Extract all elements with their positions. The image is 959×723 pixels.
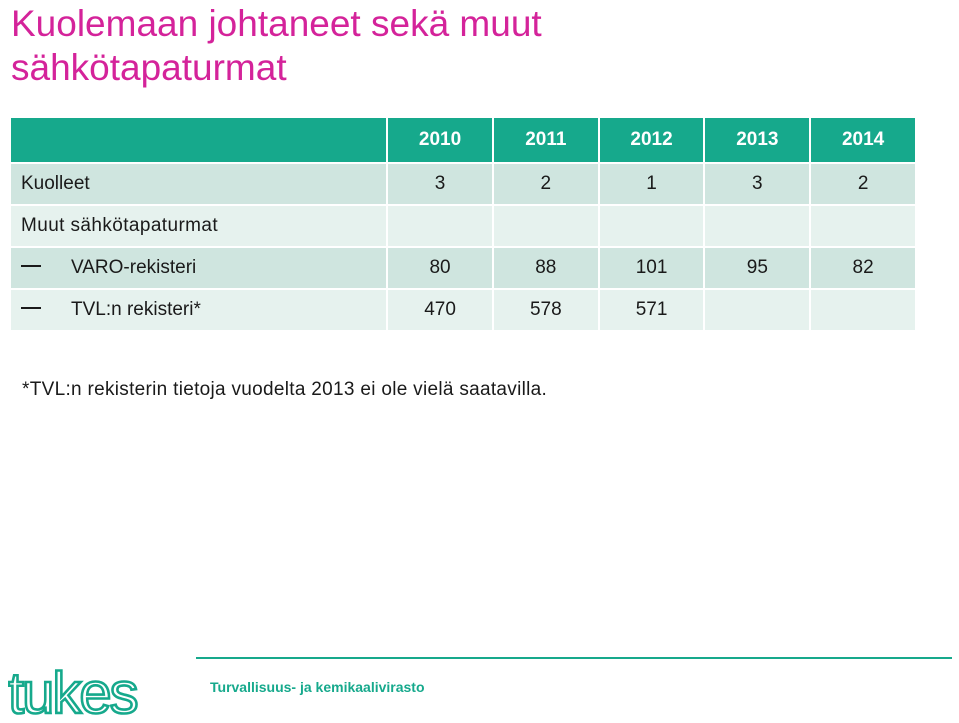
table-cell: 3 (703, 164, 810, 206)
table-cell: 470 (386, 290, 492, 332)
accident-table: 2010 2011 2012 2013 2014 Kuolleet 3 2 1 … (11, 118, 915, 332)
row-label-cell: VARO-rekisteri (11, 248, 387, 290)
tukes-logo: tukes (8, 667, 140, 719)
table-cell (703, 290, 810, 332)
table-cell (386, 206, 492, 248)
header-year-2010: 2010 (386, 118, 492, 164)
table-cell (491, 206, 598, 248)
footer-divider (196, 657, 952, 659)
footnote: *TVL:n rekisterin tietoja vuodelta 2013 … (22, 379, 548, 400)
table-cell: 1 (597, 164, 704, 206)
row-label-cell: TVL:n rekisteri* (11, 290, 387, 332)
header-year-2014: 2014 (809, 118, 915, 164)
table-cell: 2 (809, 164, 915, 206)
dash-bullet-icon (21, 306, 41, 309)
slide-title-line-1: Kuolemaan johtaneet sekä muut (11, 3, 542, 44)
table-cell (809, 206, 915, 248)
table-cell: 88 (491, 248, 598, 290)
table-cell: 578 (491, 290, 598, 332)
table-cell: 571 (597, 290, 704, 332)
table-cell: 2 (491, 164, 598, 206)
dash-bullet-icon (21, 264, 41, 267)
header-label-cell (11, 118, 387, 164)
table-cell: 3 (386, 164, 492, 206)
logo-text: tukes (8, 667, 137, 719)
table-row-muut: Muut sähkötapaturmat (11, 206, 915, 248)
row-label: VARO-rekisteri (71, 257, 197, 278)
table-row-tvl: TVL:n rekisteri* 470 578 571 (11, 290, 915, 332)
table-row-varo: VARO-rekisteri 80 88 101 95 82 (11, 248, 915, 290)
header-year-2012: 2012 (597, 118, 704, 164)
table-cell (809, 290, 915, 332)
table-header-row: 2010 2011 2012 2013 2014 (11, 118, 915, 164)
table-cell: 95 (703, 248, 810, 290)
row-label: Muut sähkötapaturmat (11, 206, 387, 248)
table-cell: 80 (386, 248, 492, 290)
header-year-2011: 2011 (491, 118, 598, 164)
row-label: Kuolleet (11, 164, 387, 206)
table-cell: 101 (597, 248, 704, 290)
agency-name: Turvallisuus- ja kemikaalivirasto (210, 679, 425, 695)
table-row-kuolleet: Kuolleet 3 2 1 3 2 (11, 164, 915, 206)
slide-title: Kuolemaan johtaneet sekä muut sähkötapat… (11, 2, 542, 90)
table-cell (703, 206, 810, 248)
table-cell (597, 206, 704, 248)
row-label: TVL:n rekisteri* (71, 299, 201, 320)
table-cell: 82 (809, 248, 915, 290)
header-year-2013: 2013 (703, 118, 810, 164)
slide-title-line-2: sähkötapaturmat (11, 47, 287, 88)
